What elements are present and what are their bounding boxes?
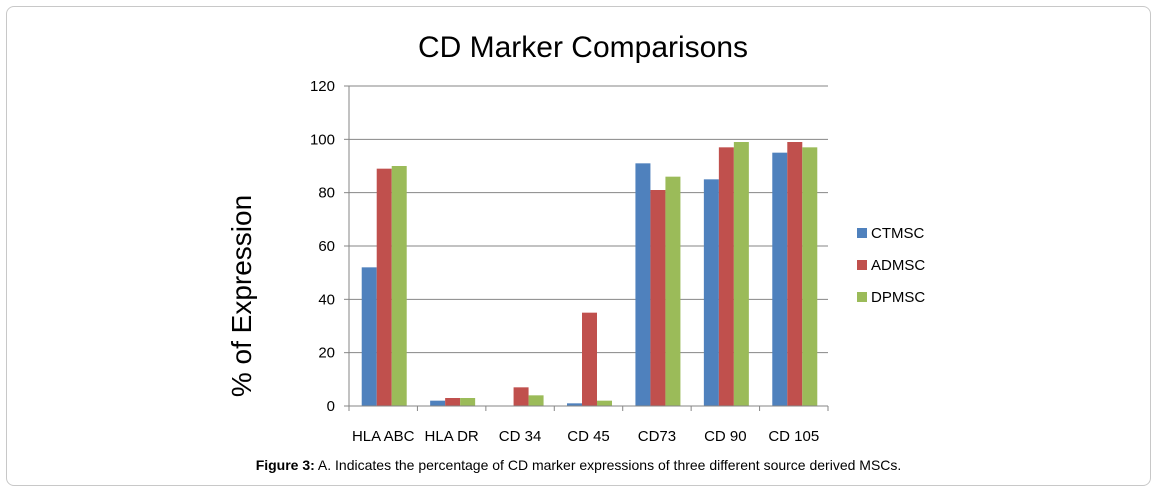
x-tick-label: HLA DR	[425, 428, 479, 445]
y-tick-label: 80	[318, 185, 335, 202]
y-tick-labels: 0 20 40 60 80 100 120	[310, 78, 335, 415]
legend-label: CTMSC	[871, 225, 924, 242]
legend-swatch	[857, 228, 867, 238]
bar-admsc-4	[650, 190, 666, 406]
caption-label: Figure 3:	[255, 457, 315, 473]
bar-admsc-6	[787, 142, 803, 406]
bar-admsc-2	[513, 387, 529, 406]
bar-admsc-1	[445, 398, 461, 406]
bars	[361, 142, 818, 407]
y-tick-label: 40	[318, 291, 335, 308]
caption-text: A. Indicates the percentage of CD marker…	[314, 457, 902, 473]
x-tick-label: CD73	[638, 428, 676, 445]
y-tick-label: 100	[310, 131, 335, 148]
bar-dpmsc-6	[802, 147, 818, 407]
bar-ctmsc-4	[635, 163, 651, 406]
y-tick-label: 20	[318, 345, 335, 362]
chart-title: CD Marker Comparisons	[418, 31, 748, 64]
bar-ctmsc-3	[567, 403, 582, 406]
legend-swatch	[857, 260, 867, 270]
x-tick-label: HLA ABC	[352, 428, 415, 445]
bar-ctmsc-0	[361, 267, 377, 406]
bar-admsc-5	[718, 147, 734, 407]
legend-label: ADMSC	[871, 257, 925, 274]
legend-swatch	[857, 292, 867, 302]
figure-caption: Figure 3: A. Indicates the percentage of…	[0, 457, 1157, 473]
bar-dpmsc-3	[597, 400, 612, 406]
legend: CTMSC ADMSC DPMSC	[857, 225, 925, 306]
bar-dpmsc-5	[733, 142, 749, 406]
bar-ctmsc-1	[430, 400, 446, 406]
axes	[344, 85, 829, 411]
bar-ctmsc-6	[772, 152, 788, 406]
y-tick-label: 60	[318, 238, 335, 255]
x-tick-labels: HLA ABC HLA DR CD 34 CD 45 CD73 CD 90 CD 105	[352, 428, 819, 445]
bar-admsc-0	[376, 168, 392, 406]
y-tick-label: 0	[327, 398, 335, 415]
y-axis-label: % of Expression	[226, 195, 257, 397]
bar-admsc-3	[582, 312, 597, 406]
bar-ctmsc-5	[703, 179, 719, 406]
legend-label: DPMSC	[871, 289, 925, 306]
y-tick-label: 120	[310, 78, 335, 95]
x-tick-label: CD 90	[704, 428, 747, 445]
x-tick-label: CD 105	[768, 428, 819, 445]
bar-dpmsc-4	[665, 176, 681, 406]
bar-dpmsc-1	[460, 398, 476, 406]
x-tick-label: CD 45	[567, 428, 610, 445]
x-tick-label: CD 34	[499, 428, 542, 445]
bar-dpmsc-2	[528, 395, 544, 406]
bar-dpmsc-0	[391, 166, 407, 406]
